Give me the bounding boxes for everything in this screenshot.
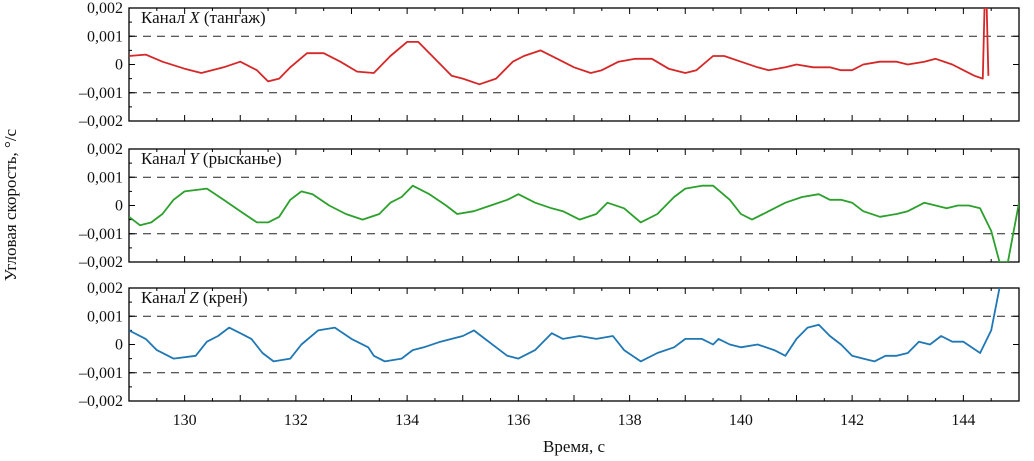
panel-title-prefix: Канал <box>141 8 189 27</box>
panel-title-suffix: (крен) <box>199 288 248 307</box>
y-tick-label: –0,002 <box>78 254 123 271</box>
panel-title-prefix: Канал <box>141 149 189 168</box>
panel-title: Канал Z (крен) <box>141 288 248 307</box>
x-tick-label: 142 <box>840 412 864 429</box>
series-line <box>129 8 990 86</box>
y-tick-label: –0,002 <box>78 113 123 130</box>
y-tick-label: –0,001 <box>78 85 123 102</box>
x-tick-label: 136 <box>506 412 530 429</box>
panel-frame <box>128 287 1020 402</box>
y-tick-label: 0,001 <box>87 308 123 325</box>
y-tick-label: 0 <box>115 337 123 354</box>
y-tick-label: 0,002 <box>87 0 123 17</box>
panel-3: 0,002 0,001 0 –0,001 –0,002 Канал Z (крен) <box>78 280 1020 410</box>
x-tick-label: 130 <box>173 412 197 429</box>
y-tick-label: 0 <box>115 57 123 74</box>
panel-title: Канал X (тангаж) <box>141 8 266 27</box>
y-tick-label: 0,001 <box>87 169 123 186</box>
panel-2: 0,002 0,001 0 –0,001 –0,002 Канал Y (рысканье… <box>78 141 1020 271</box>
x-axis-label: Время, с <box>543 437 605 456</box>
x-tick-label: 140 <box>729 412 753 429</box>
y-tick-label: 0 <box>115 198 123 215</box>
x-axis: 130 132 134 136 138 140 142 144 <box>173 412 976 429</box>
panel-title: Канал Y (рысканье) <box>141 149 282 168</box>
y-tick-label: 0,002 <box>87 141 123 158</box>
panel-1: 0,002 0,001 0 –0,001 –0,002 Канал X (тангаж) <box>78 0 1020 130</box>
y-axis-label: Угловая скорость, °/с <box>1 128 20 281</box>
x-tick-label: 144 <box>951 412 975 429</box>
x-tick-label: 134 <box>395 412 419 429</box>
x-tick-label: 138 <box>618 412 642 429</box>
panel-title-var: Z <box>189 288 199 307</box>
y-tick-label: –0,001 <box>78 365 123 382</box>
y-tick-label: –0,002 <box>78 393 123 410</box>
x-tick-label: 132 <box>284 412 308 429</box>
panel-title-var: Y <box>189 149 200 168</box>
y-tick-label: –0,001 <box>78 226 123 243</box>
panel-title-prefix: Канал <box>141 288 189 307</box>
y-tick-label: 0,001 <box>87 28 123 45</box>
panel-title-suffix: (тангаж) <box>200 8 266 27</box>
series-line <box>129 288 1001 363</box>
panel-title-var: X <box>188 8 200 27</box>
panel-title-suffix: (рысканье) <box>199 149 282 168</box>
y-tick-label: 0,002 <box>87 280 123 297</box>
series-line <box>129 184 1019 262</box>
